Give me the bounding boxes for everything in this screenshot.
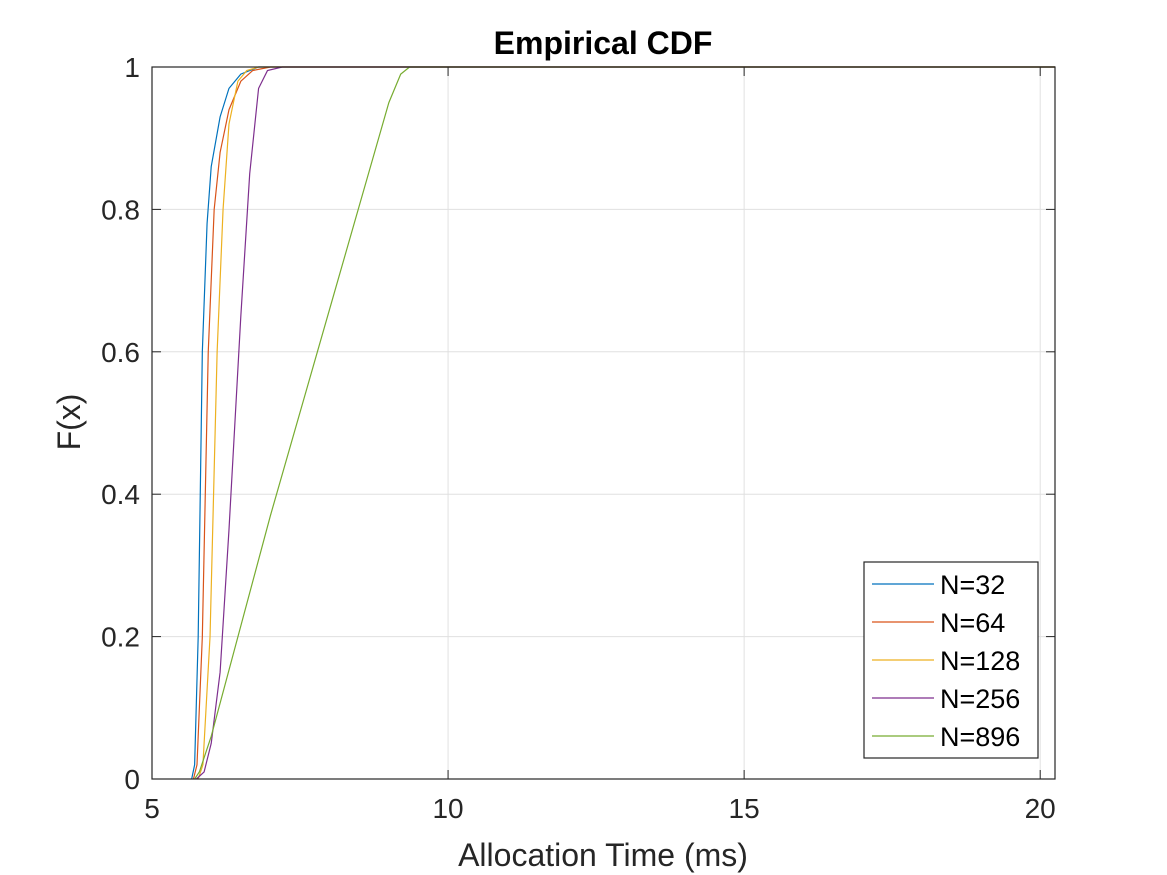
y-tick-label: 0.6	[101, 337, 140, 368]
legend-label: N=32	[940, 570, 1005, 600]
x-tick-label: 5	[144, 793, 160, 824]
legend: N=32 N=64 N=128 N=256 N=896	[863, 561, 1039, 759]
y-tick-label: 0.8	[101, 194, 140, 225]
y-tick-label: 0	[124, 764, 140, 795]
series-line-n-256	[196, 66, 1055, 780]
y-tick-label: 0.4	[101, 479, 140, 510]
legend-label: N=64	[940, 608, 1005, 638]
x-tick-label: 20	[1025, 793, 1056, 824]
series-line-n-896	[194, 66, 1055, 780]
series-line-n-64	[192, 66, 1055, 780]
chart-title: Empirical CDF	[494, 25, 713, 61]
series-line-n-32	[191, 66, 1055, 780]
x-tick-label: 15	[729, 793, 760, 824]
legend-label: N=128	[940, 646, 1020, 676]
legend-label: N=896	[940, 722, 1020, 752]
axes-box	[151, 66, 1056, 780]
y-tick-label: 0.2	[101, 622, 140, 653]
x-tick-label: 10	[432, 793, 463, 824]
x-axis-label: Allocation Time (ms)	[458, 837, 748, 873]
series-line-n-128	[197, 66, 1055, 780]
axes-layer: 5 10 15 20 0 0.2 0.4 0.6 0.8 1	[101, 52, 1056, 824]
legend-label: N=256	[940, 684, 1020, 714]
y-tick-label: 1	[124, 52, 140, 83]
series-layer	[191, 66, 1055, 780]
y-axis-label: F(x)	[51, 394, 87, 451]
